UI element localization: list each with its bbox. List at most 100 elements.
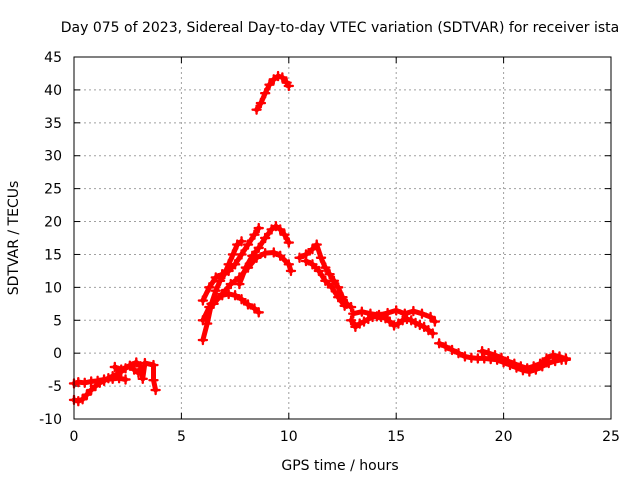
x-axis-label: GPS time / hours: [281, 458, 398, 474]
data-point: [324, 269, 335, 280]
data-point: [137, 373, 148, 385]
data-point: [382, 307, 393, 319]
data-point: [534, 358, 546, 369]
data-point: [259, 232, 271, 244]
data-point: [560, 354, 572, 365]
data-point: [549, 355, 561, 367]
y-tick-label: 5: [53, 313, 62, 329]
data-point: [399, 308, 410, 319]
data-point: [242, 239, 254, 250]
data-point: [547, 349, 559, 361]
data-point: [515, 361, 526, 372]
data-point: [81, 389, 93, 400]
data-point: [116, 364, 127, 375]
data-point: [240, 262, 252, 273]
y-tick-label: 15: [44, 247, 62, 263]
data-point: [77, 394, 88, 405]
data-point: [528, 361, 539, 372]
data-point: [217, 269, 228, 280]
data-point: [268, 247, 279, 258]
y-tick-label: -10: [39, 412, 62, 428]
data-point: [300, 255, 312, 267]
series-pass-high: [251, 70, 294, 115]
data-point: [227, 249, 239, 260]
data-point: [307, 243, 318, 255]
data-point: [391, 305, 402, 316]
data-point: [345, 301, 357, 313]
data-point: [251, 104, 262, 115]
data-marks: [68, 70, 572, 407]
x-tick-label: 5: [177, 429, 186, 445]
data-point: [283, 237, 294, 248]
y-tick-label: 30: [44, 149, 62, 165]
data-point: [348, 308, 359, 319]
data-point: [429, 316, 441, 327]
data-point: [294, 252, 305, 263]
x-tick-label: 0: [70, 429, 79, 445]
data-point: [272, 70, 284, 82]
data-point: [131, 357, 142, 368]
data-point: [356, 306, 368, 317]
y-tick-label: 45: [44, 50, 62, 66]
data-point: [210, 272, 221, 283]
series-pass-peak-4: [208, 247, 297, 310]
y-axis-label: SDTVAR / TECUs: [6, 181, 22, 296]
data-point: [541, 353, 552, 364]
data-point: [311, 239, 322, 250]
data-point: [459, 351, 471, 362]
data-point: [197, 295, 209, 306]
data-point: [483, 347, 494, 359]
data-point: [326, 282, 337, 293]
series-pass-mid-b: [348, 305, 441, 327]
data-point: [277, 72, 288, 83]
series-pass-late-b: [476, 346, 572, 374]
data-point: [453, 347, 464, 359]
data-point: [328, 275, 340, 286]
data-point: [249, 229, 260, 240]
series-pass-peak-3: [197, 222, 264, 306]
data-point: [554, 351, 565, 362]
data-point: [197, 334, 209, 346]
series-pass-decline-b: [300, 255, 350, 311]
y-tick-label: 10: [44, 280, 62, 296]
data-point: [315, 252, 327, 263]
data-point: [148, 359, 159, 371]
series-pass-peak-5: [234, 220, 294, 290]
data-point: [333, 292, 344, 303]
data-point: [85, 384, 97, 396]
data-point: [384, 316, 395, 327]
data-point: [264, 79, 275, 90]
axis-ticks: 0 5 10 15 20 25 -10 -5 0 5 10 15 20 25 30 35 40 45: [39, 50, 620, 445]
data-point: [489, 349, 501, 361]
y-tick-label: 20: [44, 215, 62, 231]
data-point: [307, 259, 318, 270]
data-point: [247, 250, 258, 261]
data-point: [259, 247, 271, 259]
series-trace: [236, 223, 292, 287]
data-point: [425, 311, 436, 323]
data-point: [502, 355, 514, 367]
data-point: [236, 249, 247, 260]
data-point: [313, 265, 325, 277]
data-point: [210, 285, 221, 296]
data-point: [401, 313, 413, 325]
y-tick-label: 0: [53, 346, 62, 362]
data-point: [234, 278, 245, 290]
data-point: [249, 303, 260, 314]
data-point: [416, 308, 428, 319]
data-point: [285, 265, 297, 277]
series-pass-early-scatter: [109, 357, 161, 396]
data-point: [148, 374, 159, 386]
chart-title: Day 075 of 2023, Sidereal Day-to-day VTE…: [61, 20, 619, 36]
data-point: [208, 298, 219, 310]
data-point: [345, 315, 357, 326]
data-point: [408, 305, 419, 317]
data-point: [150, 384, 161, 396]
x-tick-label: 20: [495, 429, 513, 445]
x-tick-label: 25: [602, 429, 620, 445]
data-point: [242, 299, 254, 310]
data-point: [320, 275, 331, 286]
data-point: [236, 294, 247, 305]
data-point: [223, 265, 234, 277]
